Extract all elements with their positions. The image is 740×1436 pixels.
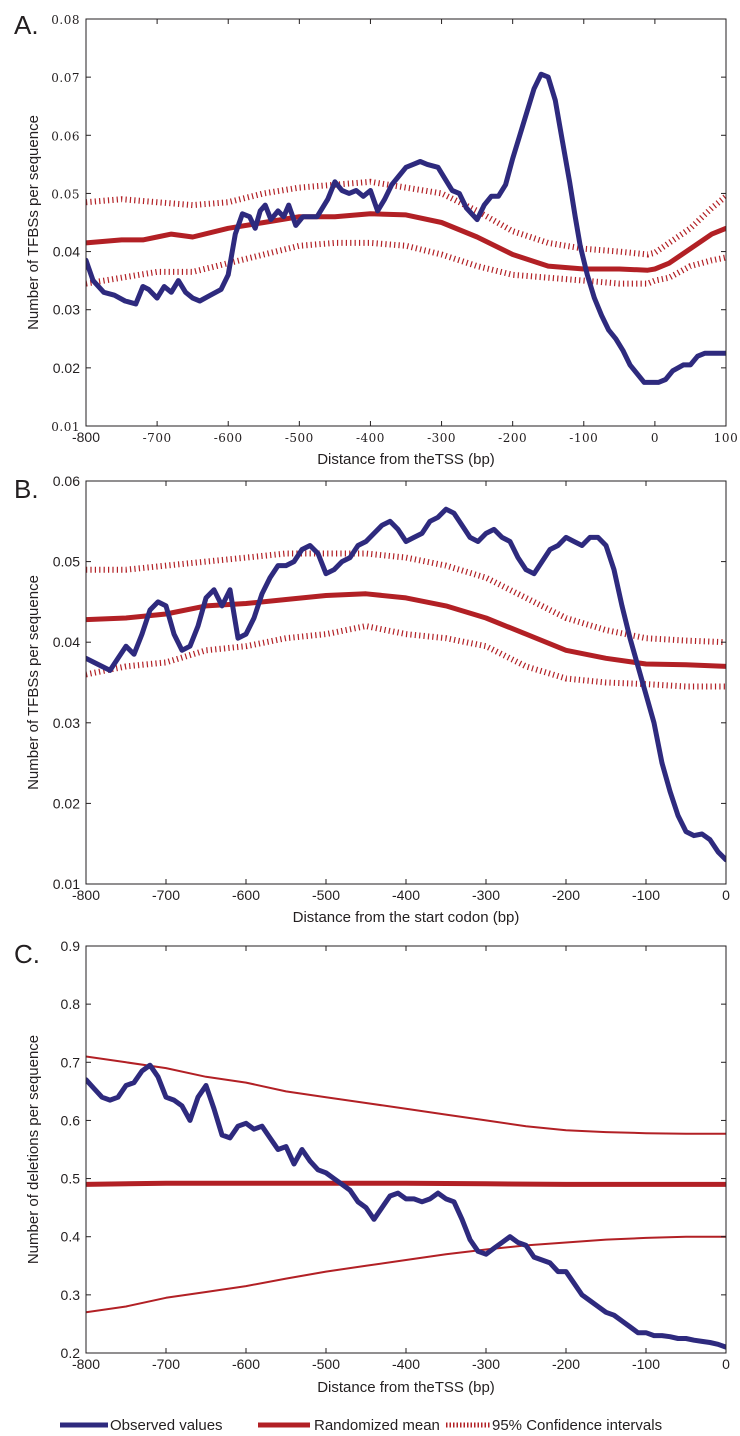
panel-b: B. -800 -700 -600 -500 -400 -300 -200 -100 0 0.01 0… (14, 473, 730, 926)
legend-observed-label: Observed values (110, 1417, 223, 1434)
panel-a-label: A. (14, 10, 39, 40)
panel-b-xlabel: Distance from the start codon (bp) (293, 909, 520, 926)
panel-c-xtick-label: -100 (632, 1356, 660, 1372)
panel-a-xtick-label: -800 (72, 429, 100, 445)
panel-b-series (86, 506, 726, 863)
panel-a-ytick-label: 0.08 (51, 13, 80, 27)
panel-b-xtick-label: -800 (72, 887, 100, 903)
panel-a-xtick-label: -500 (285, 431, 314, 445)
panel-b-series-randomized (86, 591, 726, 669)
panel-b-ylabel: Number of TFBSs per sequence (25, 575, 42, 790)
legend-ci-label: 95% Confidence intervals (492, 1417, 662, 1434)
panel-c-xtick-label: -600 (232, 1356, 260, 1372)
panel-c-ytick-label: 0.3 (61, 1287, 81, 1303)
panel-b-ytick-label: 0.02 (53, 795, 80, 811)
panel-b-ytick-label: 0.06 (53, 473, 80, 489)
panel-a-series-randomized (86, 211, 726, 273)
panel-a-xtick-label: -300 (427, 431, 456, 445)
panel-b-ytick-label: 0.04 (53, 634, 80, 650)
panel-b-ytick-label: 0.03 (53, 715, 80, 731)
panel-a-xtick-label: -200 (498, 431, 527, 445)
panel-b-xtick-label: -600 (232, 887, 260, 903)
panel-a-xtick-label: -400 (356, 431, 385, 445)
panel-c-series-randomized (86, 1180, 726, 1187)
panel-a-series-ci-upper (86, 178, 726, 258)
panel-c-ytick-label: 0.8 (61, 996, 81, 1012)
panel-a-ytick-label: 0.01 (51, 420, 80, 434)
panel-c-axes-box (85, 945, 727, 1354)
panel-c-ytick-label: 0.5 (61, 1171, 81, 1187)
panel-b-ytick-label: 0.05 (53, 554, 80, 570)
panel-a-ytick-label: 0.05 (51, 187, 80, 201)
panel-c-xtick-label: 0 (722, 1356, 730, 1372)
panel-c: C. -800 -700 -600 -500 -400 -300 -200 -100 0 0.2 0.… (14, 938, 730, 1396)
panel-a-xtick-label: -700 (143, 431, 172, 445)
panel-b-xtick-label: -400 (392, 887, 420, 903)
panel-c-ytick-label: 0.6 (61, 1112, 81, 1128)
legend-randomized-label: Randomized mean (314, 1417, 440, 1434)
panel-c-xtick-label: -800 (72, 1356, 100, 1372)
panel-c-xtick-label: -500 (312, 1356, 340, 1372)
legend: Observed values Randomized mean 95% Conf… (60, 1417, 662, 1434)
panels: A. -800 -700 -600 -500 -400 -300 -200 -100 0 100 0.… (14, 10, 738, 1396)
panel-c-label: C. (14, 939, 40, 969)
panel-b-xtick-label: -300 (472, 887, 500, 903)
panel-a-ytick-label: 0.06 (51, 129, 80, 143)
panel-a-ytick-label: 0.02 (53, 360, 80, 376)
panel-a-series (86, 71, 726, 385)
panel-b-xtick-label: 0 (722, 887, 730, 903)
panel-c-ytick-label: 0.4 (61, 1229, 81, 1245)
panel-b-series-ci-lower (86, 623, 726, 690)
panel-b-ytick-label: 0.01 (53, 876, 80, 892)
panel-c-xtick-label: -700 (152, 1356, 180, 1372)
panel-c-series-observed (86, 1062, 726, 1350)
panel-a-series-ci-lower (86, 239, 726, 287)
panel-b-xtick-label: -700 (152, 887, 180, 903)
panel-a-ytick-label: 0.03 (53, 302, 80, 318)
panel-a-xtick-label: -600 (214, 431, 243, 445)
panel-b-series-observed (86, 506, 726, 863)
panel-a-ylabel: Number of TFBSs per sequence (25, 115, 42, 330)
panel-a-ytick-label: 0.04 (53, 244, 80, 260)
panel-c-xtick-label: -400 (392, 1356, 420, 1372)
panel-c-series-ci-lower (86, 1235, 726, 1314)
panel-c-ylabel: Number of deletions per sequence (25, 1035, 42, 1264)
panel-c-ytick-label: 0.7 (61, 1054, 81, 1070)
panel-c-xtick-label: -300 (472, 1356, 500, 1372)
panel-a-series-observed (86, 71, 726, 385)
panel-c-xtick-label: -200 (552, 1356, 580, 1372)
panel-c-series (86, 1055, 726, 1350)
panel-a-xtick-label: 0 (651, 431, 659, 445)
panel-c-series-ci-upper (86, 1055, 726, 1135)
panel-a-xtick-label: 100 (714, 431, 738, 445)
panel-b-label: B. (14, 474, 39, 504)
panel-c-xlabel: Distance from theTSS (bp) (317, 1379, 495, 1396)
panel-a-ytick-label: 0.07 (51, 71, 80, 85)
panel-b-xtick-label: -100 (632, 887, 660, 903)
panel-c-ytick-label: 0.2 (61, 1345, 81, 1361)
panel-a-xtick-label: -100 (569, 431, 598, 445)
panel-a-axes-box (85, 18, 727, 427)
panel-a-xlabel: Distance from theTSS (bp) (317, 451, 495, 468)
panel-b-xtick-label: -200 (552, 887, 580, 903)
panel-a: A. -800 -700 -600 -500 -400 -300 -200 -100 0 100 0.… (14, 10, 738, 468)
panel-c-ytick-label: 0.9 (61, 938, 81, 954)
panel-b-xtick-label: -500 (312, 887, 340, 903)
